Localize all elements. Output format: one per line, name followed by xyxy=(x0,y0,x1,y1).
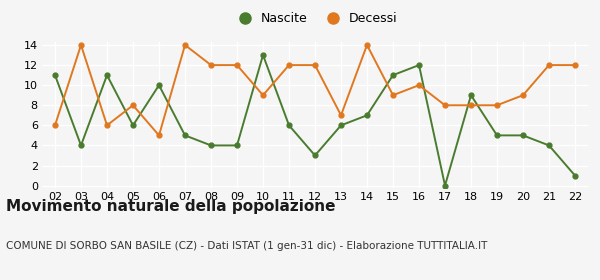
Text: Movimento naturale della popolazione: Movimento naturale della popolazione xyxy=(6,199,335,214)
Legend: Nascite, Decessi: Nascite, Decessi xyxy=(227,8,403,31)
Text: COMUNE DI SORBO SAN BASILE (CZ) - Dati ISTAT (1 gen-31 dic) - Elaborazione TUTTI: COMUNE DI SORBO SAN BASILE (CZ) - Dati I… xyxy=(6,241,487,251)
